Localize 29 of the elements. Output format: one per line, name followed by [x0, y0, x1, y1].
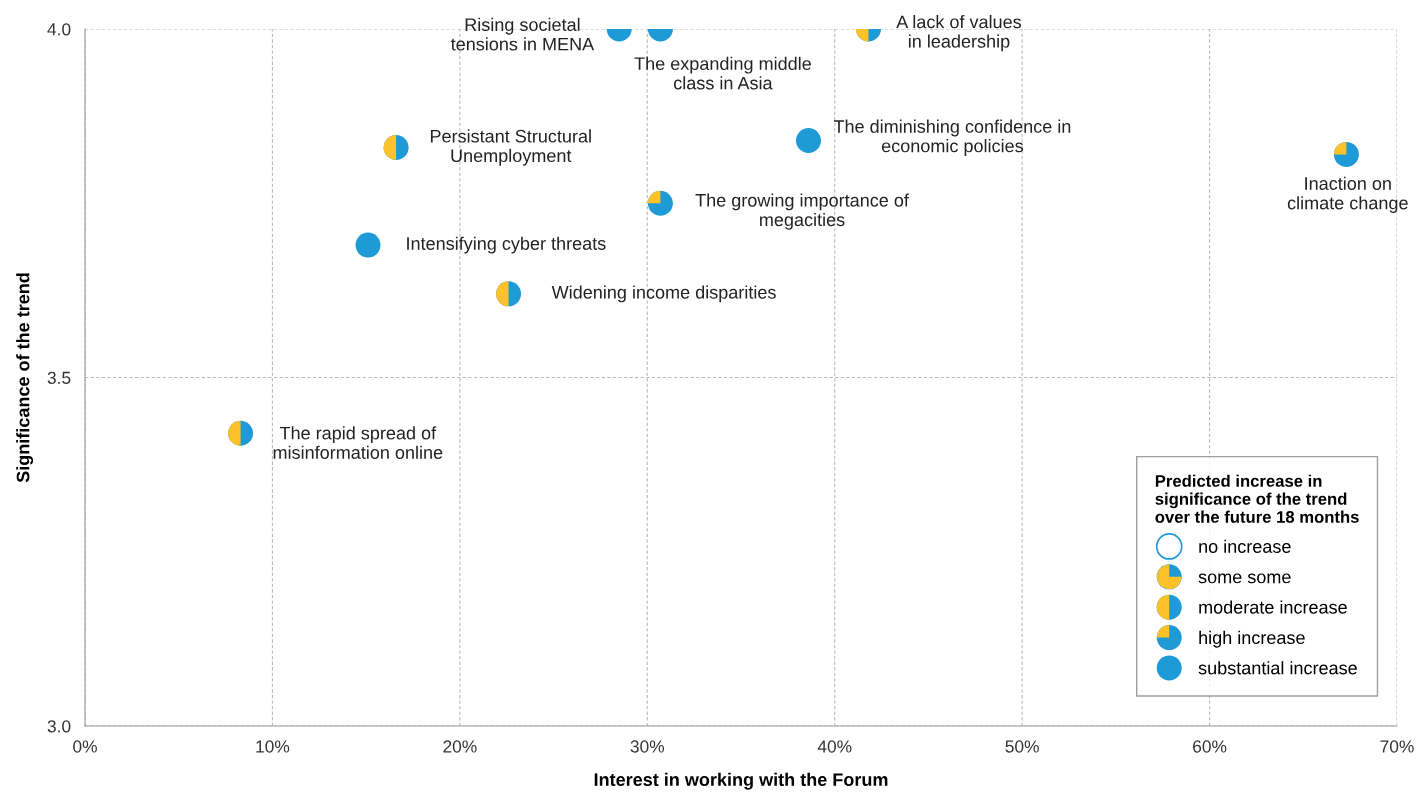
x-tick-label: 30%: [630, 740, 665, 753]
annotation: Intensifying cyber threats: [407, 236, 606, 254]
annotation: Widening income disparities: [551, 285, 776, 303]
x-tick-label: 40%: [817, 740, 852, 753]
x-tick-label: 0%: [73, 740, 97, 753]
y-tick-label: 3.5: [47, 371, 71, 384]
annotation: The expanding middle class in Asia: [634, 56, 811, 90]
annotation: Persistant Structural Unemployment: [430, 129, 591, 166]
annotation: Rising societal tensions in MENA: [450, 17, 595, 51]
legend-label: high increase: [1199, 630, 1305, 648]
legend-label: moderate increase: [1199, 600, 1347, 614]
annotation: The diminishing confidence in economic policies: [833, 119, 1071, 156]
x-tick-label: 60%: [1193, 740, 1227, 753]
x-tick-label: 70%: [1380, 740, 1414, 753]
y-tick-label: 4.0: [47, 23, 71, 36]
legend-title: Predicted increase in significance of the trend over the future 18 months: [1155, 474, 1359, 523]
legend-label: some some: [1198, 573, 1291, 584]
legend-label: substantial increase: [1198, 661, 1357, 675]
x-tick-label: 20%: [443, 740, 477, 753]
x-tick-label: 10%: [256, 740, 290, 753]
annotation: The growing importance of megacities: [695, 193, 909, 230]
annotation: A lack of values in leadership: [896, 15, 1022, 52]
x-axis-title: Interest in working with the Forum: [594, 772, 888, 790]
y-tick-label: 3.0: [47, 720, 71, 733]
legend-label: no increase: [1199, 539, 1291, 553]
annotation: Inaction on climate change: [1287, 176, 1408, 213]
y-axis-title: Significance of the trend: [16, 273, 34, 483]
annotation: The rapid spread of misinformation online: [273, 426, 443, 459]
x-tick-label: 50%: [1005, 740, 1039, 753]
